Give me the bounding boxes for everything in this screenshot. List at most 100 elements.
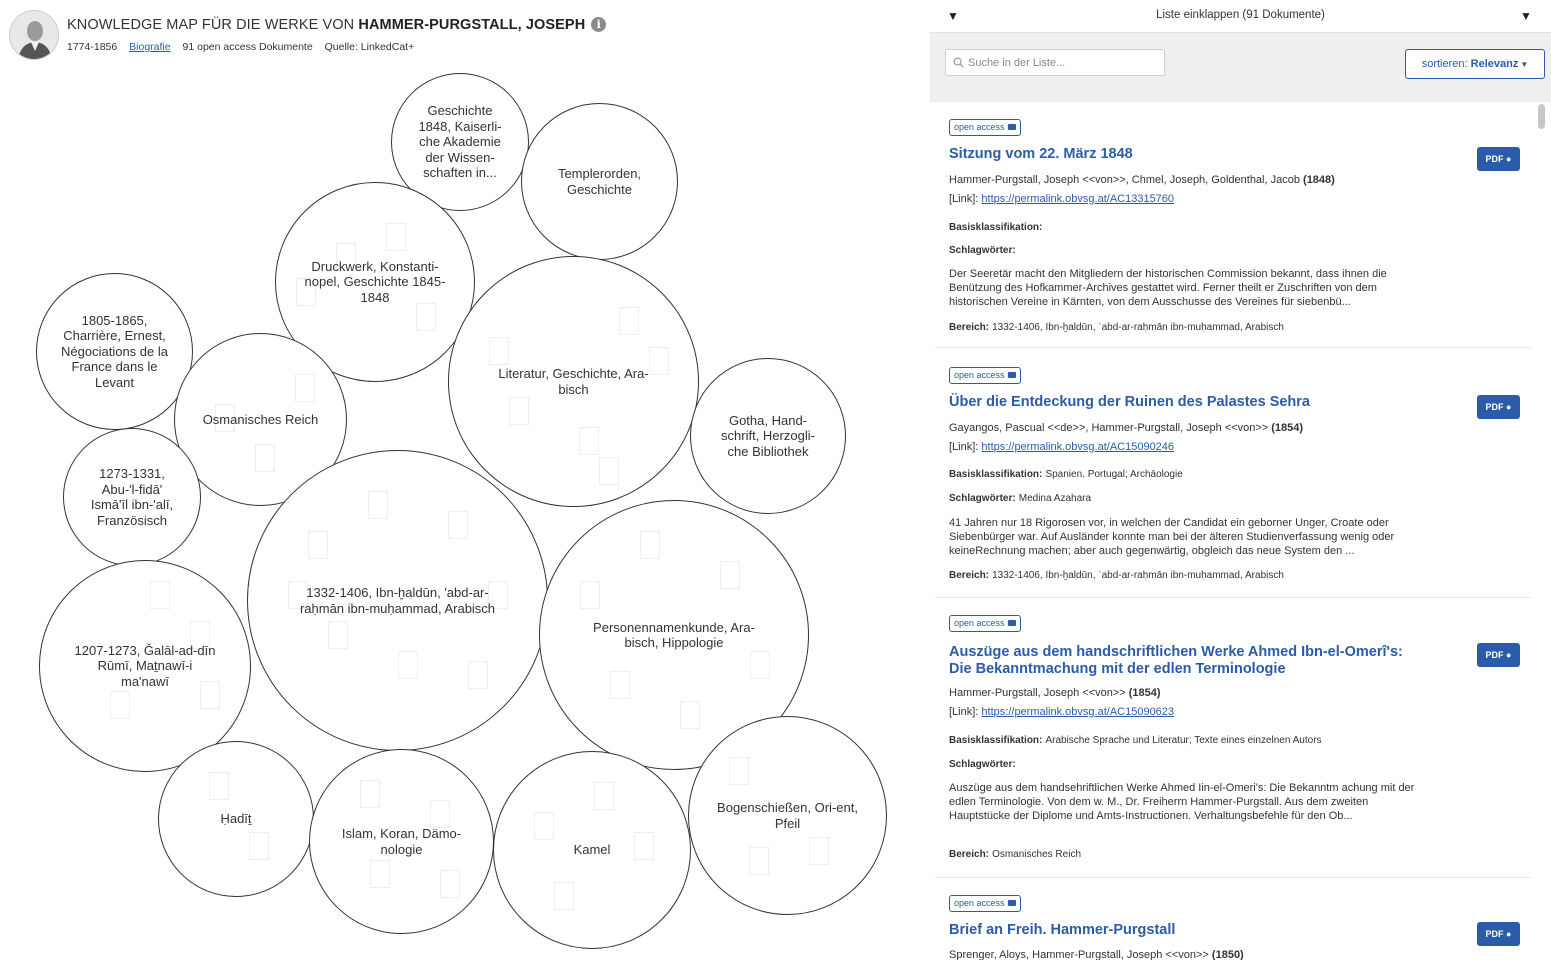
document-authors: Hammer-Purgstall, Joseph <<von>>, Chmel,…: [949, 174, 1335, 186]
bubble-label: Gotha, Hand-schrift, Herzogli-che Biblio…: [721, 412, 815, 459]
document-title[interactable]: Auszüge aus dem handschriftlichen Werke …: [949, 644, 1403, 677]
permalink[interactable]: https://permalink.obvsg.at/AC13315760: [981, 193, 1175, 205]
info-icon[interactable]: i: [591, 17, 607, 32]
document-entry: open access PDF ● Über die Entdeckung de…: [935, 350, 1531, 598]
list-search[interactable]: [945, 49, 1165, 76]
list-scrollbar[interactable]: [1538, 104, 1545, 129]
collapse-list-label[interactable]: Liste einklappen (91 Dokumente): [1156, 9, 1325, 21]
bubble-label: Islam, Koran, Dämo-nologie: [341, 826, 462, 857]
document-link-row: [Link]: https://permalink.obvsg.at/AC133…: [949, 193, 1175, 205]
unlock-icon: [1007, 900, 1016, 906]
pdf-button[interactable]: PDF ●: [1477, 395, 1520, 419]
sort-dropdown[interactable]: sortieren: Relevanz ▼: [1405, 49, 1545, 79]
bubble-ibn-haldun[interactable]: 1332-1406, Ibn-ḫaldūn, 'abd-ar-raḥmān ib…: [247, 450, 548, 751]
permalink[interactable]: https://permalink.obvsg.at/AC15090623: [981, 706, 1175, 718]
tags-row: Schlagwörter: Medina Azahara: [949, 493, 1092, 504]
basis-row: Basisklassifikation: Spanien. Portugal; …: [949, 469, 1183, 480]
tags-row: Schlagwörter:: [949, 759, 1016, 770]
bubble-kamel[interactable]: Kamel: [493, 751, 691, 949]
bubble-gotha-handschrift[interactable]: Gotha, Hand-schrift, Herzogli-che Biblio…: [690, 358, 846, 514]
knowledge-map: Geschichte 1848, Kaiserli-che Akademie d…: [0, 70, 930, 960]
document-link-row: [Link]: https://permalink.obvsg.at/AC150…: [949, 441, 1175, 453]
bubble-abu-l-fida[interactable]: 1273-1331, Abu-'l-fidā' Ismā'īl ibn-'alī…: [63, 428, 201, 566]
title-prefix: KNOWLEDGE MAP FÜR DIE WERKE VON: [67, 17, 355, 33]
document-abstract: Der Seeretär macht den Mitgliedern der h…: [949, 268, 1387, 308]
document-title[interactable]: Über die Entdeckung der Ruinen des Palas…: [949, 394, 1310, 410]
unlock-icon: [1007, 372, 1016, 378]
bubble-bogenschiessen[interactable]: Bogenschießen, Ori-ent, Pfeil: [688, 716, 887, 915]
bubble-label: 1332-1406, Ibn-ḫaldūn, 'abd-ar-raḥmān ib…: [299, 585, 496, 616]
bubble-charriere[interactable]: 1805-1865, Charrière, Ernest, Négociatio…: [36, 273, 193, 430]
open-access-badge: open access: [949, 367, 1021, 384]
search-icon: [953, 57, 964, 68]
open-access-badge: open access: [949, 895, 1021, 912]
permalink[interactable]: https://permalink.obvsg.at/AC15090246: [981, 441, 1175, 453]
document-title[interactable]: Brief an Freih. Hammer-Purgstall: [949, 922, 1176, 938]
open-access-badge: open access: [949, 615, 1021, 632]
title-author: HAMMER-PURGSTALL, JOSEPH: [358, 17, 586, 33]
data-source: Quelle: LinkedCat+: [324, 41, 415, 53]
document-authors: Sprenger, Aloys, Hammer-Purgstall, Josep…: [949, 949, 1244, 960]
pdf-button[interactable]: PDF ●: [1477, 922, 1520, 946]
map-header: KNOWLEDGE MAP FÜR DIE WERKE VON HAMMER-P…: [0, 0, 930, 70]
collapse-left-icon[interactable]: ▼: [947, 9, 959, 23]
sort-prefix: sortieren:: [1421, 58, 1468, 70]
bubble-rumi[interactable]: 1207-1273, Ǧalāl-ad-dīn Rūmī, Maṯnawī-i …: [39, 560, 251, 772]
caret-down-icon: ▼: [1520, 60, 1529, 69]
eye-icon: ●: [1506, 154, 1512, 164]
area-row: Bereich: Osmanisches Reich: [949, 849, 1081, 860]
open-access-badge: open access: [949, 119, 1021, 136]
bubble-geschichte-1848[interactable]: Geschichte 1848, Kaiserli-che Akademie d…: [391, 73, 529, 211]
basis-row: Basisklassifikation:: [949, 222, 1043, 233]
author-meta: 1774-1856 Biografie 91 open access Dokum…: [67, 41, 423, 53]
document-authors: Gayangos, Pascual <<de>>, Hammer-Purgsta…: [949, 422, 1304, 434]
area-row: Bereich: 1332-1406, Ibn-ḫaldūn, ʿabd-ar-…: [949, 322, 1284, 333]
bubble-label: Geschichte 1848, Kaiserli-che Akademie d…: [418, 103, 502, 181]
document-abstract: 41 Jahren nur 18 Rigorosen vor, in welch…: [949, 517, 1395, 557]
bubble-hadit[interactable]: Ḥadīṯ: [158, 741, 314, 897]
eye-icon: ●: [1506, 929, 1512, 939]
bubble-label: Osmanisches Reich: [202, 411, 319, 427]
eye-icon: ●: [1506, 650, 1512, 660]
document-entry: open access PDF ● Brief an Freih. Hammer…: [935, 878, 1531, 960]
bubble-label: Templerorden, Geschichte: [557, 166, 642, 197]
bubble-label: 1273-1331, Abu-'l-fidā' Ismā'īl ibn-'alī…: [90, 466, 174, 528]
bubble-label: Bogenschießen, Ori-ent, Pfeil: [717, 800, 858, 831]
basis-row: Basisklassifikation: Arabische Sprache u…: [949, 735, 1322, 746]
unlock-icon: [1007, 620, 1016, 626]
document-count: 91 open access Dokumente: [182, 41, 313, 53]
eye-icon: ●: [1506, 402, 1512, 412]
area-row: Bereich: 1332-1406, Ibn-ḫaldūn, ʿabd-ar-…: [949, 570, 1284, 581]
bubble-label: 1207-1273, Ǧalāl-ad-dīn Rūmī, Maṯnawī-i …: [74, 642, 216, 689]
author-years: 1774-1856: [67, 41, 118, 53]
sort-value: Relevanz: [1470, 58, 1519, 70]
document-abstract: Auszüge aus dem handsehriftlichen Werke …: [949, 782, 1415, 822]
biography-link[interactable]: Biografie: [129, 41, 171, 53]
bubble-label: Druckwerk, Konstanti-nopel, Geschichte 1…: [304, 258, 446, 305]
bubble-literatur-geschichte-arabisch[interactable]: Literatur, Geschichte, Ara-bisch: [448, 256, 699, 507]
author-portrait: [9, 10, 59, 60]
document-authors: Hammer-Purgstall, Joseph <<von>> (1854): [949, 687, 1161, 699]
document-entry: open access PDF ● Auszüge aus dem handsc…: [935, 598, 1531, 878]
bubble-templerorden[interactable]: Templerorden, Geschichte: [521, 103, 678, 260]
document-link-row: [Link]: https://permalink.obvsg.at/AC150…: [949, 706, 1175, 718]
bubble-label: Literatur, Geschichte, Ara-bisch: [498, 366, 649, 397]
document-list-panel: ▼ Liste einklappen (91 Dokumente) ▼ sort…: [930, 0, 1551, 960]
bubble-label: Ḥadīṯ: [220, 811, 252, 827]
search-input[interactable]: [968, 54, 1158, 72]
unlock-icon: [1007, 124, 1016, 130]
bubble-label: Kamel: [573, 842, 611, 858]
pdf-button[interactable]: PDF ●: [1477, 643, 1520, 667]
bubble-islam-koran[interactable]: Islam, Koran, Dämo-nologie: [309, 749, 494, 934]
collapse-list-bar[interactable]: ▼ Liste einklappen (91 Dokumente) ▼: [930, 0, 1551, 33]
document-entry: open access PDF ● Sitzung vom 22. März 1…: [935, 102, 1531, 348]
tags-row: Schlagwörter:: [949, 245, 1016, 256]
collapse-right-icon[interactable]: ▼: [1520, 9, 1532, 23]
document-list: open access PDF ● Sitzung vom 22. März 1…: [930, 102, 1551, 960]
pdf-button[interactable]: PDF ●: [1477, 147, 1520, 171]
bubble-label: Personennamenkunde, Ara-bisch, Hippologi…: [593, 619, 755, 651]
page-title: KNOWLEDGE MAP FÜR DIE WERKE VON HAMMER-P…: [67, 17, 607, 33]
document-title[interactable]: Sitzung vom 22. März 1848: [949, 146, 1133, 162]
list-controls: ▼ Liste einklappen (91 Dokumente) ▼ sort…: [930, 0, 1551, 102]
bubble-label: 1805-1865, Charrière, Ernest, Négociatio…: [61, 312, 168, 390]
